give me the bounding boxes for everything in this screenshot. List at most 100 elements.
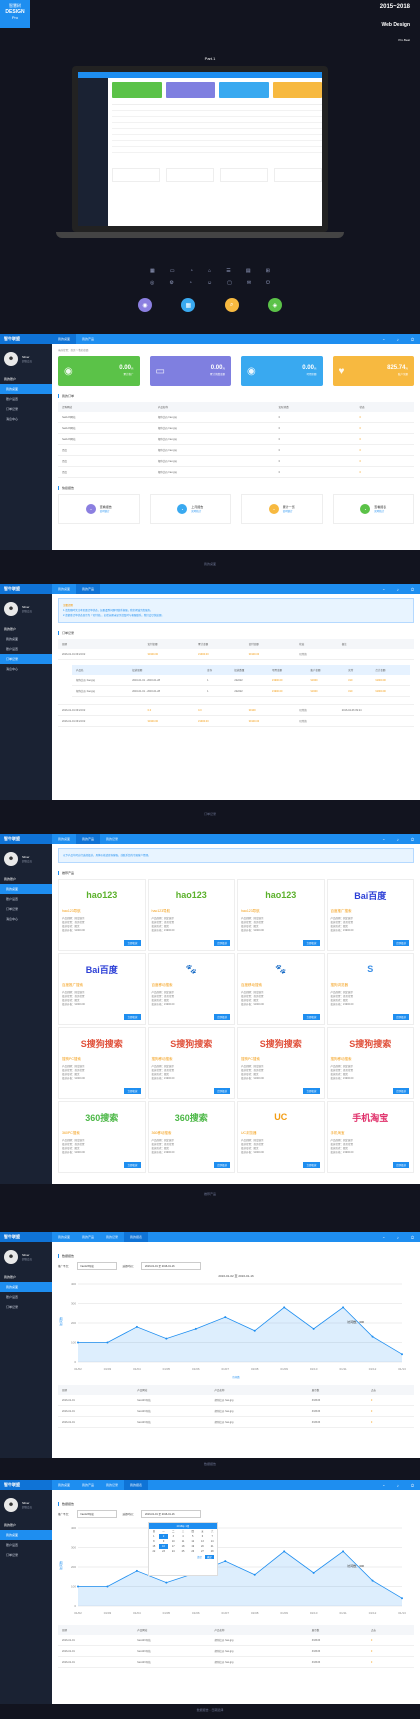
nav-desktop[interactable]: 我的桌面	[58, 1235, 71, 1239]
date-range-input[interactable]: 2016-01-01 至 2016-01-16	[141, 1262, 202, 1270]
nav-desktop[interactable]: 我的桌面	[58, 587, 71, 591]
nav-reports[interactable]: 我的报表	[124, 1232, 149, 1242]
data-point[interactable]	[224, 1316, 227, 1319]
quick-report-card[interactable]: ◔ 查看报告 实时统计	[58, 494, 140, 524]
sidebar-item-orders[interactable]: 订单记录	[0, 654, 52, 664]
sidebar-item-orders[interactable]: 订单记录	[6, 1305, 19, 1309]
sidebar-group[interactable]: 我的账户	[4, 377, 17, 381]
product-card[interactable]: 手机淘宝 手机淘宝 产品周期：固定展示 投放位置：首页位置 投放形式：图文 投放价格：¥1…	[326, 1101, 414, 1173]
table-row[interactable]: 百度 帮你比价 hao.jpg 0 0	[58, 466, 414, 478]
calendar-day[interactable]: 12	[191, 1540, 195, 1543]
nav-products[interactable]: 我的产品	[82, 1235, 95, 1239]
buy-button[interactable]: 立即投放	[392, 940, 409, 946]
avatar[interactable]: ☻	[4, 852, 18, 866]
product-card[interactable]: S搜狗搜索 搜狗PC搜索 产品周期：固定展示 投放位置：首页位置 投放形式：图文 投放价格…	[237, 1027, 325, 1099]
nav-records[interactable]: 我的记录	[106, 1483, 119, 1487]
calendar-day[interactable]: 19	[191, 1545, 195, 1548]
data-point[interactable]	[401, 1597, 403, 1600]
bell-icon[interactable]: ♪	[396, 586, 399, 592]
table-row[interactable]: hao123网站 帮你比价 hao.jpg 0 0	[58, 433, 414, 445]
nav-products[interactable]: 我的产品	[76, 834, 101, 844]
sidebar-group[interactable]: 我的账户	[4, 627, 17, 631]
nav-products[interactable]: 我的产品	[76, 584, 101, 594]
data-point[interactable]	[283, 1550, 286, 1553]
nav-desktop[interactable]: 我的桌面	[52, 334, 77, 344]
table-row[interactable]: 2016-01-01 hao123导航 帮你比价 hao.jpg 333333 0	[58, 1416, 414, 1428]
data-point[interactable]	[312, 1327, 315, 1330]
data-point[interactable]	[106, 1341, 109, 1344]
table-row[interactable]: 2016-01-01 09:24:02 ¥1900.00 ¥1900.00 ¥1900…	[58, 649, 414, 660]
product-card[interactable]: 360搜索 360移动搜索 产品周期：固定展示 投放位置：首页位置 投放形式：图文 投放价…	[147, 1101, 235, 1173]
power-icon[interactable]: ⏻	[410, 836, 414, 842]
table-row[interactable]: 2016-01-01 hao123导航 帮你比价 hao.jpg 333333 0	[58, 1645, 414, 1657]
buy-button[interactable]: 立即投放	[213, 1162, 230, 1168]
avatar[interactable]: ☻	[4, 352, 18, 366]
avatar[interactable]: ☻	[4, 1498, 18, 1512]
table-row[interactable]: 帮你比价 hao.jpg 2016-01-01 - 2016-01-28 1 2222…	[72, 685, 410, 697]
data-point[interactable]	[283, 1306, 286, 1309]
data-point[interactable]	[224, 1560, 227, 1563]
table-row[interactable]: 2016-01-01 09:24:02 0.0 0.0 ¥1900 已付款 2016-02…	[58, 704, 414, 716]
sidebar-item-orders[interactable]: 订单记录	[6, 1553, 19, 1557]
product-card[interactable]: Bai百度 百度推广搜索 产品周期：固定展示 投放位置：首页位置 投放形式：图文 投放价格…	[326, 879, 414, 951]
product-card[interactable]: 🐾 百度移动搜索 产品周期：固定展示 投放位置：首页位置 投放形式：图文 投放价格：¥19…	[237, 953, 325, 1025]
product-card[interactable]: 360搜索 360PC搜索 产品周期：固定展示 投放位置：首页位置 投放形式：图文 投放价…	[58, 1101, 146, 1173]
notification-icon[interactable]: ◔	[382, 586, 385, 592]
sidebar-item-desktop[interactable]: 我的桌面	[0, 1282, 52, 1292]
nav-records[interactable]: 我的记录	[106, 837, 119, 841]
notification-icon[interactable]: ◔	[382, 1482, 385, 1488]
notification-icon[interactable]: ◔	[382, 336, 385, 342]
buy-button[interactable]: 立即投放	[392, 1088, 409, 1094]
sidebar-item-messages[interactable]: 消息中心	[6, 417, 19, 421]
buy-button[interactable]: 立即投放	[303, 1014, 320, 1020]
calendar-day[interactable]: 7	[211, 1535, 213, 1538]
sidebar-item-orders[interactable]: 订单记录	[6, 907, 19, 911]
data-point[interactable]	[135, 1325, 138, 1328]
calendar-day[interactable]: 10	[171, 1540, 175, 1543]
table-row[interactable]: 2016-01-01 hao123导航 帮你比价 hao.jpg 333333 0	[58, 1405, 414, 1417]
calendar-day[interactable]: 23	[162, 1550, 165, 1553]
sidebar-group[interactable]: 我的账户	[4, 1523, 17, 1527]
sidebar-item-settings[interactable]: 账户设置	[6, 1295, 19, 1299]
calendar-day[interactable]: 18	[181, 1545, 185, 1548]
calendar-day[interactable]: 9	[162, 1540, 165, 1543]
buy-button[interactable]: 立即投放	[392, 1162, 409, 1168]
sidebar-item-settings[interactable]: 账户设置	[6, 647, 19, 651]
bell-icon[interactable]: ♪	[396, 1234, 399, 1240]
calendar-title[interactable]: 2016年 1月	[149, 1523, 217, 1529]
stat-card[interactable]: ◉ 0.00元 累计推广	[58, 356, 140, 386]
bell-icon[interactable]: ♪	[396, 836, 399, 842]
product-card[interactable]: hao123 hao123导航 产品周期：固定展示 投放位置：首页位置 投放形式：图文投…	[58, 879, 146, 951]
table-row[interactable]: 2016-01-01 hao123导航 帮你比价 hao.jpg 333333 0	[58, 1395, 414, 1406]
table-row[interactable]: 帮你比价 hao.jpg 2016-01-01 - 2016-01-28 1 2222…	[72, 675, 410, 686]
data-point[interactable]	[342, 1550, 345, 1553]
product-card[interactable]: 🐾 百度移动搜索 产品周期：固定展示 投放位置：首页位置 投放形式：图文 投放价格：¥19…	[147, 953, 235, 1025]
power-icon[interactable]: ⏻	[410, 1482, 414, 1488]
sidebar-group[interactable]: 我的账户	[4, 877, 17, 881]
table-row[interactable]: hao123网站 帮你比价 hao.jpg 0 0	[58, 412, 414, 423]
buy-button[interactable]: 立即投放	[303, 1162, 320, 1168]
quick-report-card[interactable]: ◔ 累计一览 实时统计	[241, 494, 323, 524]
platform-select[interactable]: hao123导航	[76, 1262, 117, 1270]
nav-products[interactable]: 我的产品	[82, 337, 95, 341]
app-brand[interactable]: 智牛联盟	[0, 834, 52, 844]
data-point[interactable]	[77, 1585, 79, 1588]
app-brand[interactable]: 智牛联盟	[0, 1232, 52, 1242]
data-point[interactable]	[312, 1571, 315, 1574]
calendar-day[interactable]: 14	[210, 1540, 214, 1543]
data-point[interactable]	[106, 1585, 109, 1588]
date-range-input[interactable]: 2016-01-01 至 2016-01-16	[141, 1510, 202, 1518]
power-icon[interactable]: ⏻	[410, 586, 414, 592]
buy-button[interactable]: 立即投放	[124, 1014, 141, 1020]
data-point[interactable]	[371, 1335, 374, 1338]
buy-button[interactable]: 立即投放	[392, 1014, 409, 1020]
nav-desktop[interactable]: 我的桌面	[58, 1483, 71, 1487]
table-row[interactable]: hao123网站 帮你比价 hao.jpg 0 0	[58, 422, 414, 434]
stat-card[interactable]: ◉ 0.00元 可用余额	[241, 356, 323, 386]
sidebar-item-settings[interactable]: 账户设置	[6, 897, 19, 901]
data-point[interactable]	[253, 1329, 256, 1332]
sidebar-group[interactable]: 我的账户	[4, 1275, 17, 1279]
sidebar-item-messages[interactable]: 消息中心	[6, 667, 19, 671]
product-card[interactable]: S 搜狗浏览器 产品周期：固定展示 投放位置：首页位置 投放形式：图文 投放价格：¥190…	[326, 953, 414, 1025]
calendar-day[interactable]: 16	[158, 1544, 169, 1549]
